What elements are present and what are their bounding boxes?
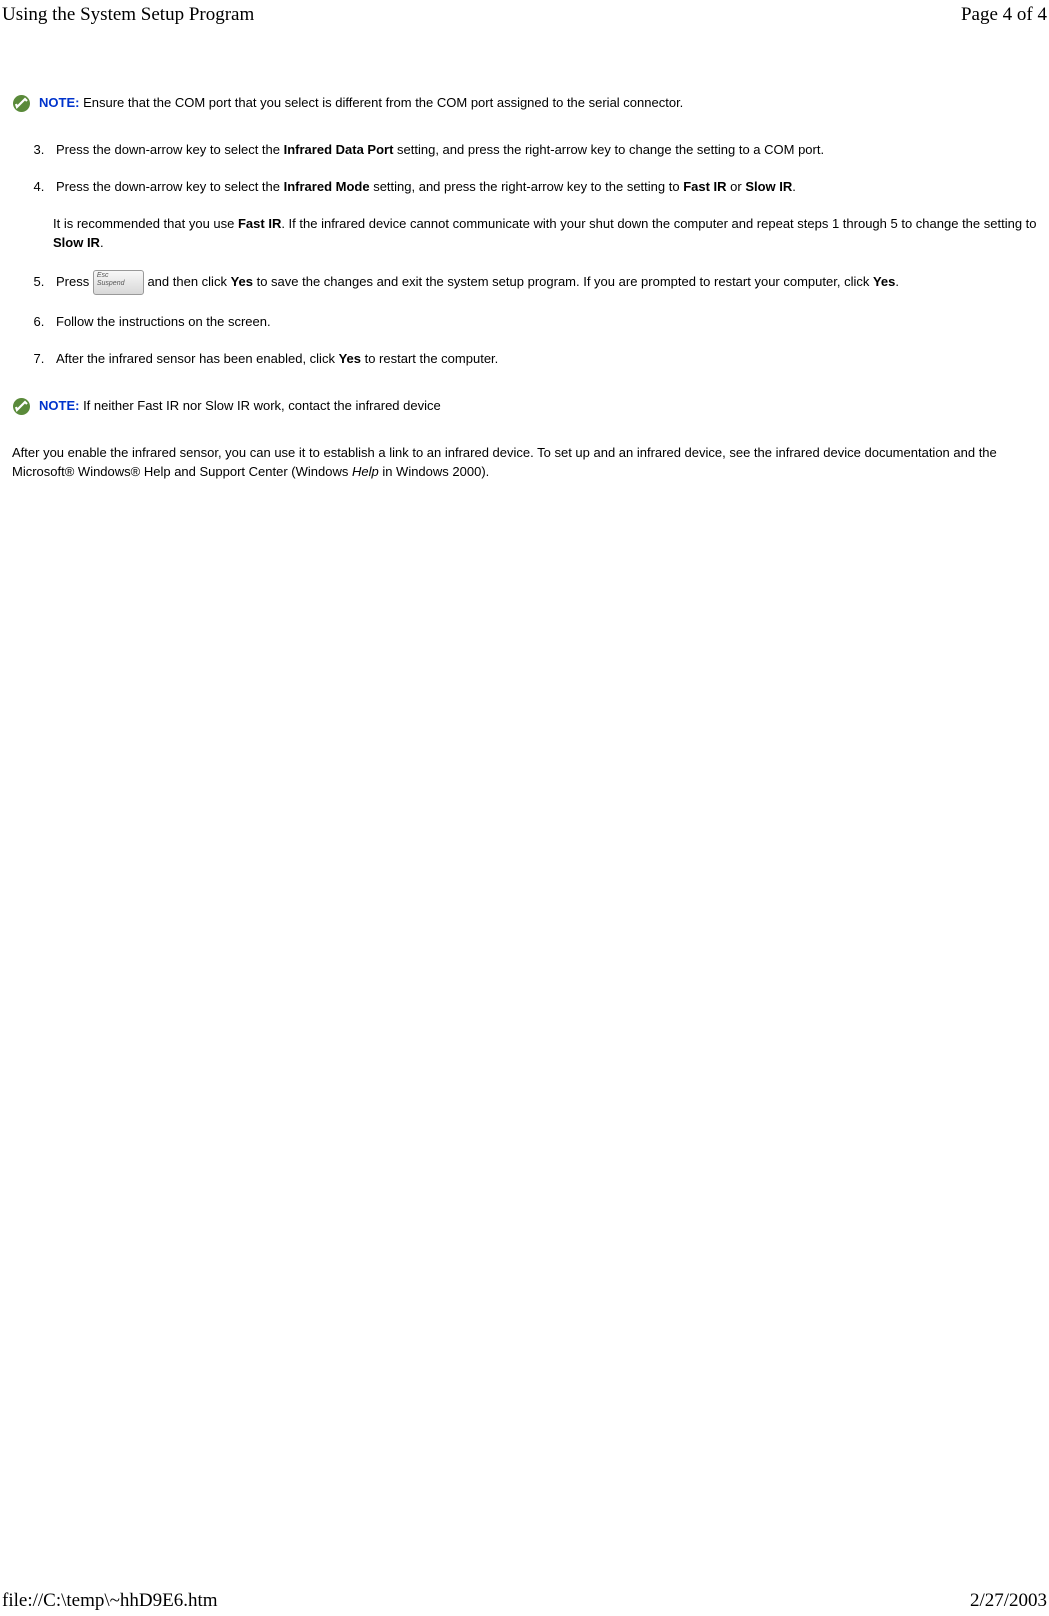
page-content: NOTE: Ensure that the COM port that you … [0,34,1049,482]
step-4-sub: It is recommended that you use Fast IR. … [53,215,1037,253]
note-label: NOTE: [39,398,79,413]
footer-path: file://C:\temp\~hhD9E6.htm [2,1590,218,1612]
note-2: NOTE: If neither Fast IR nor Slow IR wor… [12,397,1037,416]
step-6: Follow the instructions on the screen. [48,313,1037,332]
step-4: Press the down-arrow key to select the I… [48,178,1037,253]
note-1-body: Ensure that the COM port that you select… [79,95,683,110]
esc-suspend-key-icon: EscSuspend [93,270,144,295]
step-7: After the infrared sensor has been enabl… [48,350,1037,369]
steps-list: Press the down-arrow key to select the I… [12,141,1037,369]
page-header: Using the System Setup Program Page 4 of… [0,0,1049,34]
note-1: NOTE: Ensure that the COM port that you … [12,94,1037,113]
note-1-text: NOTE: Ensure that the COM port that you … [39,94,683,113]
header-page: Page 4 of 4 [961,4,1047,26]
note-icon [12,397,31,416]
note-2-body: If neither Fast IR nor Slow IR work, con… [79,398,440,413]
step-3: Press the down-arrow key to select the I… [48,141,1037,160]
footer-date: 2/27/2003 [970,1590,1047,1612]
note-2-text: NOTE: If neither Fast IR nor Slow IR wor… [39,397,441,416]
after-paragraph: After you enable the infrared sensor, yo… [12,444,1037,482]
note-icon [12,94,31,113]
header-title: Using the System Setup Program [2,4,254,26]
step-5: Press EscSuspend and then click Yes to s… [48,270,1037,295]
note-label: NOTE: [39,95,79,110]
page-footer: file://C:\temp\~hhD9E6.htm 2/27/2003 [0,1586,1049,1616]
